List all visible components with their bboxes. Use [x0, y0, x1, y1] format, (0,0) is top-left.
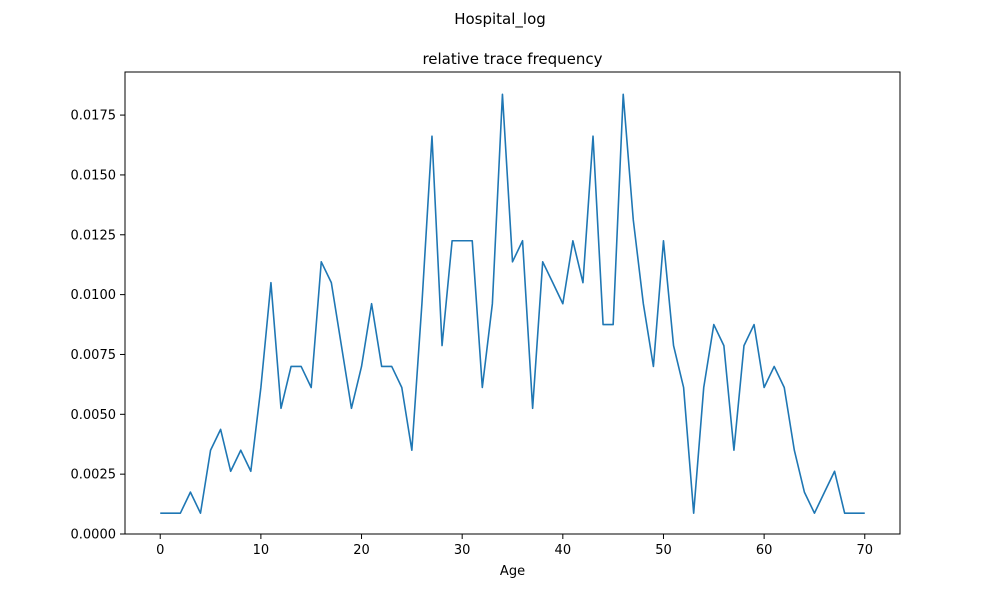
x-tick-label: 60 — [756, 543, 773, 558]
y-tick-label: 0.0175 — [71, 109, 117, 124]
x-tick-label: 40 — [555, 543, 572, 558]
y-tick-label: 0.0000 — [71, 528, 117, 543]
x-tick-label: 10 — [253, 543, 270, 558]
y-tick-label: 0.0125 — [71, 228, 117, 243]
series-line — [160, 93, 865, 514]
x-axis-label: Age — [500, 564, 525, 579]
y-tick-label: 0.0075 — [71, 348, 117, 363]
figure-suptitle: Hospital_log — [454, 10, 546, 29]
x-tick-label: 50 — [655, 543, 672, 558]
y-tick-label: 0.0150 — [71, 168, 117, 183]
x-tick-label: 30 — [454, 543, 471, 558]
x-tick-label: 0 — [156, 543, 164, 558]
plot-area — [160, 93, 865, 514]
y-tick-label: 0.0100 — [71, 288, 117, 303]
chart-title: relative trace frequency — [422, 50, 602, 68]
axes-frame — [124, 71, 901, 535]
x-tick-label: 20 — [353, 543, 370, 558]
y-tick-label: 0.0025 — [71, 468, 117, 483]
x-tick-label: 70 — [856, 543, 873, 558]
y-tick-label: 0.0050 — [71, 408, 117, 423]
x-axis: 0 10 20 30 40 50 60 70 — [156, 534, 873, 558]
y-axis: 0.0000 0.0025 0.0050 0.0075 0.0100 0.0125 0.01… — [71, 109, 125, 543]
